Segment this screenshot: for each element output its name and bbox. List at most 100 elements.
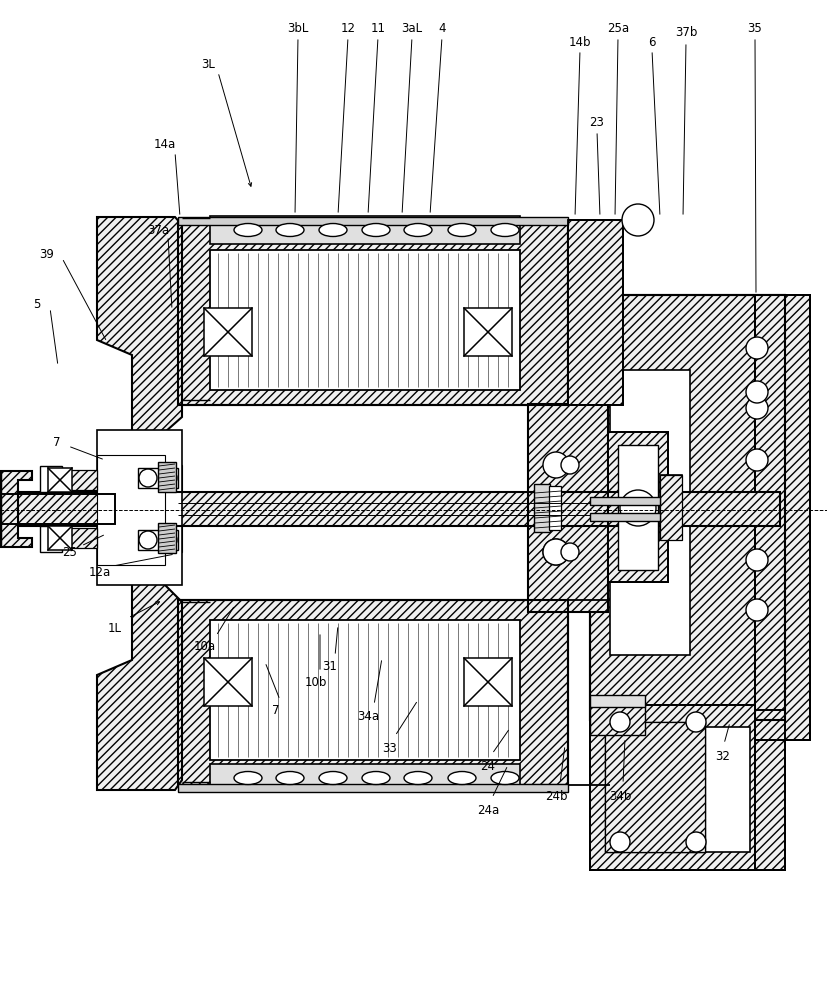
Bar: [20, 492, 780, 526]
Bar: [610, 727, 750, 852]
Bar: [590, 513, 660, 521]
Text: 24a: 24a: [477, 804, 500, 816]
Bar: [97, 455, 165, 565]
Ellipse shape: [234, 772, 262, 784]
Circle shape: [622, 204, 654, 236]
Ellipse shape: [362, 224, 390, 236]
Bar: [590, 705, 755, 870]
Text: 14b: 14b: [569, 35, 591, 48]
Text: 37b: 37b: [675, 26, 697, 39]
Bar: [178, 217, 568, 225]
Bar: [590, 710, 785, 870]
Circle shape: [746, 381, 768, 403]
Text: 6: 6: [648, 35, 656, 48]
Bar: [568, 220, 623, 405]
Bar: [660, 475, 682, 540]
Text: 3aL: 3aL: [401, 21, 423, 34]
Bar: [48, 526, 72, 550]
Polygon shape: [0, 471, 32, 547]
Bar: [178, 220, 568, 405]
Bar: [608, 432, 668, 582]
Text: 12a: 12a: [88, 566, 111, 578]
Bar: [178, 600, 568, 785]
Text: 7: 7: [53, 436, 60, 448]
Text: 1L: 1L: [108, 621, 122, 635]
Bar: [464, 658, 512, 706]
Text: 34a: 34a: [357, 710, 379, 722]
Text: 32: 32: [715, 750, 730, 762]
Ellipse shape: [319, 772, 347, 784]
Bar: [62, 470, 97, 490]
Bar: [210, 216, 520, 244]
Bar: [590, 710, 785, 870]
Text: 25: 25: [63, 546, 78, 558]
Text: 31: 31: [323, 660, 337, 672]
Text: 25a: 25a: [607, 21, 629, 34]
Ellipse shape: [319, 224, 347, 236]
Bar: [590, 295, 785, 720]
Text: 12: 12: [341, 21, 356, 34]
Bar: [178, 600, 568, 785]
Bar: [20, 492, 780, 526]
Bar: [48, 468, 72, 492]
Bar: [0, 494, 115, 524]
Ellipse shape: [448, 224, 476, 236]
Ellipse shape: [276, 224, 304, 236]
Ellipse shape: [404, 224, 432, 236]
Circle shape: [561, 456, 579, 474]
Text: 10b: 10b: [305, 676, 327, 688]
Bar: [590, 695, 645, 707]
Ellipse shape: [362, 772, 390, 784]
Bar: [210, 764, 520, 792]
Circle shape: [746, 337, 768, 359]
Text: 5: 5: [33, 298, 41, 310]
Circle shape: [543, 539, 569, 565]
Text: 35: 35: [748, 21, 762, 34]
Polygon shape: [97, 217, 182, 790]
Bar: [660, 475, 682, 540]
Bar: [590, 497, 660, 505]
Circle shape: [139, 469, 157, 487]
Text: 34b: 34b: [609, 790, 631, 802]
Bar: [549, 486, 561, 530]
Text: 23: 23: [590, 115, 605, 128]
Bar: [608, 432, 668, 582]
Bar: [605, 722, 705, 852]
Bar: [755, 295, 810, 740]
Bar: [528, 404, 608, 612]
Bar: [178, 220, 568, 405]
Circle shape: [686, 712, 706, 732]
Text: 33: 33: [383, 742, 398, 754]
Bar: [0, 494, 115, 524]
Bar: [528, 404, 608, 612]
Circle shape: [139, 531, 157, 549]
Ellipse shape: [448, 772, 476, 784]
Circle shape: [686, 832, 706, 852]
Text: 39: 39: [40, 247, 55, 260]
Circle shape: [561, 543, 579, 561]
Bar: [40, 526, 62, 552]
Ellipse shape: [234, 224, 262, 236]
Circle shape: [746, 599, 768, 621]
Text: 4: 4: [438, 21, 446, 34]
Bar: [62, 528, 97, 548]
Circle shape: [159, 469, 177, 487]
Ellipse shape: [491, 772, 519, 784]
Bar: [618, 445, 658, 570]
Bar: [40, 466, 62, 492]
Text: 11: 11: [370, 21, 385, 34]
Text: 7: 7: [272, 704, 280, 716]
Circle shape: [159, 531, 177, 549]
Bar: [210, 620, 520, 760]
Circle shape: [610, 712, 630, 732]
Text: 24: 24: [480, 760, 495, 772]
Text: 3bL: 3bL: [287, 21, 308, 34]
Bar: [158, 462, 176, 492]
Bar: [97, 430, 182, 585]
Circle shape: [543, 539, 569, 565]
Text: 10a: 10a: [194, 640, 216, 652]
Bar: [138, 530, 178, 550]
Bar: [534, 484, 550, 532]
Bar: [590, 705, 645, 735]
Text: 14a: 14a: [154, 138, 176, 151]
